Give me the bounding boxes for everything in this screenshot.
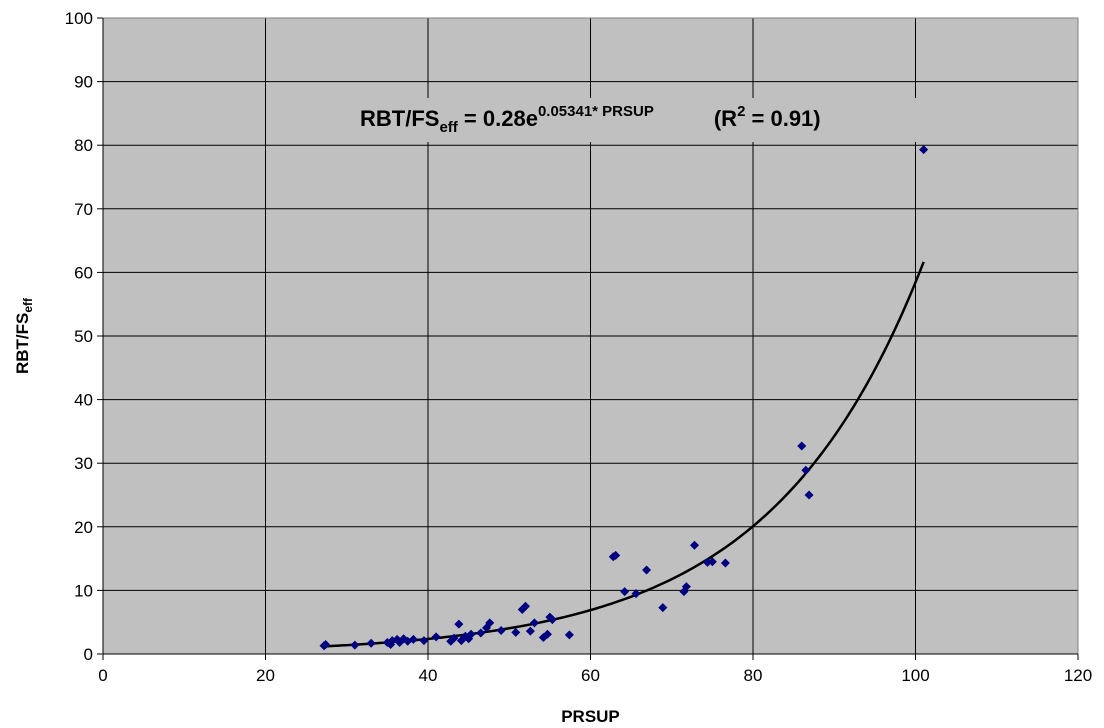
data-point — [454, 619, 464, 629]
data-point — [496, 625, 506, 635]
equation-exponent: 0.05341* PRSUP — [538, 103, 654, 120]
data-point — [485, 618, 495, 628]
y-axis-title: RBT/FSeff — [13, 297, 35, 374]
y-axis-title-main: RBT/FS — [13, 313, 32, 374]
equation-background — [345, 98, 917, 142]
equation-text: RBT/FSeff = 0.28e0.05341* PRSUP (R2 = 0.9… — [360, 103, 821, 136]
data-point — [466, 629, 476, 639]
y-tick-label: 60 — [74, 263, 93, 282]
x-axis-title: PRSUP — [561, 707, 620, 726]
data-points — [319, 145, 929, 651]
equation-lhs: RBT/FS — [360, 106, 439, 131]
y-tick-label: 100 — [65, 9, 93, 28]
data-point — [611, 550, 621, 560]
equation-r2-close: = 0.91) — [745, 106, 820, 131]
x-tick-label: 40 — [419, 666, 438, 685]
data-point — [564, 630, 574, 640]
data-point — [804, 490, 814, 500]
data-point — [408, 634, 418, 644]
x-tick-label: 100 — [901, 666, 929, 685]
x-tick-label: 120 — [1064, 666, 1092, 685]
data-point — [720, 558, 730, 568]
y-tick-label: 10 — [74, 581, 93, 600]
data-point — [529, 618, 539, 628]
data-point — [547, 615, 557, 625]
data-point — [449, 633, 459, 643]
data-point — [620, 587, 630, 597]
y-tick-label: 50 — [74, 327, 93, 346]
x-tick-label: 80 — [744, 666, 763, 685]
data-point — [542, 629, 552, 639]
data-point — [797, 441, 807, 451]
data-point — [681, 582, 691, 592]
y-axis-title-sub: eff — [21, 297, 35, 313]
y-tick-label: 80 — [74, 136, 93, 155]
data-point — [350, 640, 360, 650]
data-point — [366, 638, 376, 648]
data-point — [690, 540, 699, 550]
data-point — [525, 626, 535, 636]
y-tick-label: 40 — [74, 391, 93, 410]
data-point — [321, 639, 331, 649]
data-point — [476, 628, 486, 638]
equation-r2-open: (R — [714, 106, 737, 131]
y-tick-label: 0 — [84, 645, 93, 664]
equation-eq: = 0.28e — [458, 106, 538, 131]
equation-r2-sup: 2 — [737, 103, 745, 120]
data-point — [642, 565, 652, 575]
equation-annotation: RBT/FSeff = 0.28e0.05341* PRSUP (R2 = 0.9… — [345, 98, 917, 142]
data-point — [707, 557, 717, 567]
data-point — [521, 601, 530, 611]
y-tick-label: 70 — [74, 200, 93, 219]
y-tick-label: 20 — [74, 518, 93, 537]
tick-labels: 0 10 20 30 40 50 60 70 80 90 100 0 20 40 60 80 100 120 — [65, 9, 1093, 685]
data-point — [658, 603, 668, 613]
data-point — [631, 589, 641, 599]
axes — [97, 17, 1079, 660]
y-tick-label: 90 — [74, 73, 93, 92]
data-point — [419, 636, 429, 646]
data-point — [919, 145, 929, 155]
data-point — [801, 465, 811, 475]
data-point — [511, 627, 521, 637]
x-tick-label: 0 — [98, 666, 107, 685]
equation-lhs-sub: eff — [439, 119, 458, 136]
y-tick-label: 30 — [74, 454, 93, 473]
x-tick-label: 60 — [581, 666, 600, 685]
data-point — [431, 632, 441, 642]
x-tick-label: 20 — [256, 666, 275, 685]
